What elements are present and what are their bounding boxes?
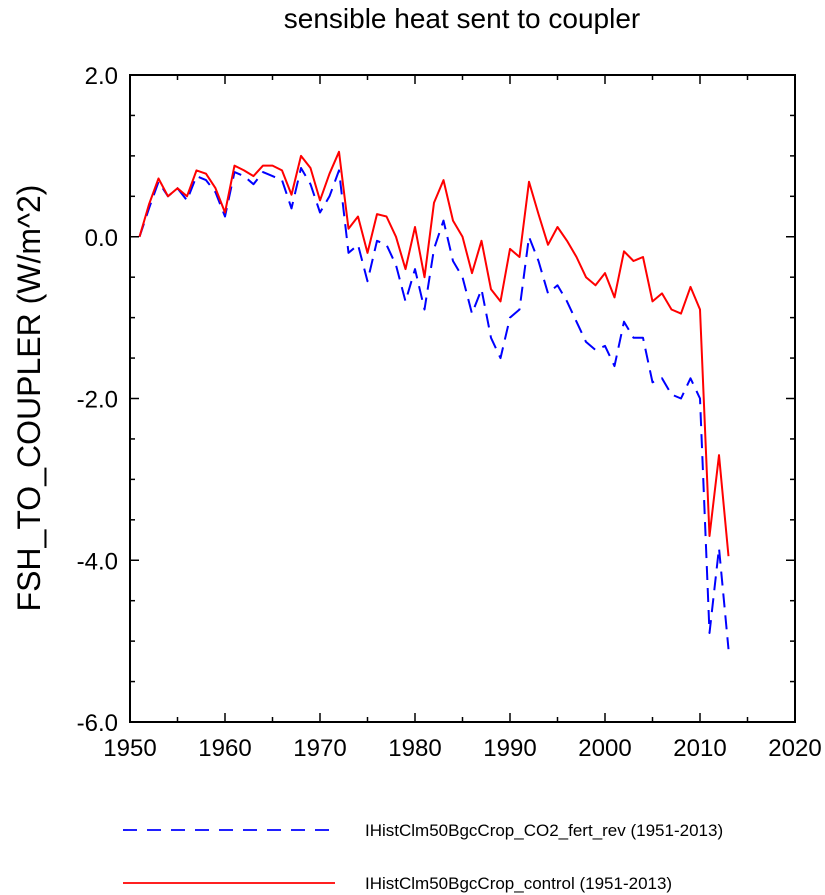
y-tick-label: 2.0 xyxy=(85,63,118,90)
x-tick-label: 2000 xyxy=(578,735,631,762)
plot-lines xyxy=(138,150,730,650)
y-tick-label: -6.0 xyxy=(77,710,118,737)
x-tick-label: 1990 xyxy=(483,735,536,762)
x-tick-label: 2020 xyxy=(768,735,821,762)
x-tick-label: 1960 xyxy=(198,735,251,762)
y-tick-label: -4.0 xyxy=(77,548,118,575)
axes: 1950 1960 1970 1980 1990 2000 2010 2020 -6.0 -4.0… xyxy=(77,63,822,762)
x-tick-label: 1950 xyxy=(103,735,156,762)
y-tick-label: 0.0 xyxy=(85,225,118,252)
x-tick-label: 2010 xyxy=(673,735,726,762)
y-tick-label: -2.0 xyxy=(77,387,118,414)
plot-frame xyxy=(129,74,796,723)
series-line-1 xyxy=(138,150,730,557)
chart-title: sensible heat sent to coupler xyxy=(284,3,640,34)
legend: IHistClm50BgcCrop_CO2_fert_rev (1951-201… xyxy=(123,821,723,893)
legend-label: IHistClm50BgcCrop_CO2_fert_rev (1951-201… xyxy=(365,821,723,840)
x-tick-label: 1970 xyxy=(293,735,346,762)
series-line-0 xyxy=(138,167,730,650)
x-tick-label: 1980 xyxy=(388,735,441,762)
y-axis-label: FSH_TO_COUPLER (W/m^2) xyxy=(11,185,47,612)
legend-label: IHistClm50BgcCrop_control (1951-2013) xyxy=(365,874,672,893)
